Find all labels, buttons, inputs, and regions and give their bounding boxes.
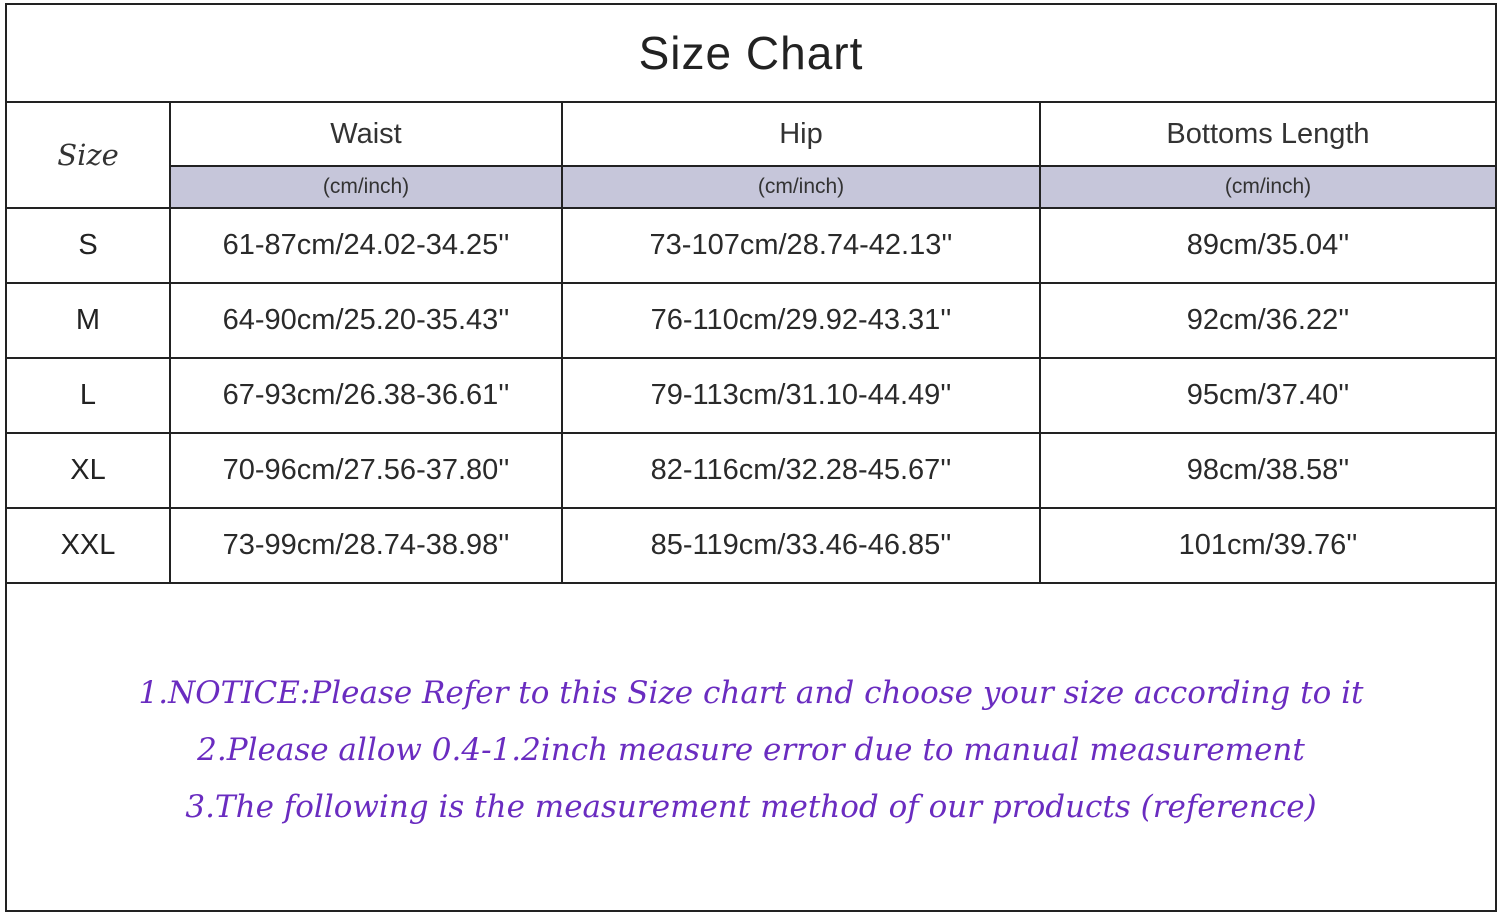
cell-size: XXL <box>7 507 171 584</box>
notes: 1.NOTICE:Please Refer to this Size chart… <box>7 665 1495 836</box>
table-row: XXL 73-99cm/28.74-38.98'' 85-119cm/33.46… <box>7 507 1495 584</box>
cell-length: 92cm/36.22'' <box>1039 282 1495 359</box>
unit-waist: (cm/inch) <box>170 165 563 209</box>
size-table: Size Waist Hip Bottoms Length (cm/inch) … <box>7 101 1495 584</box>
cell-hip: 79-113cm/31.10-44.49'' <box>561 357 1041 434</box>
cell-size: S <box>7 207 171 284</box>
cell-length: 98cm/38.58'' <box>1039 432 1495 509</box>
note-1: 1.NOTICE:Please Refer to this Size chart… <box>138 675 1364 711</box>
unit-hip: (cm/inch) <box>561 165 1041 209</box>
cell-length: 101cm/39.76'' <box>1039 507 1495 584</box>
header-row: Size Waist Hip Bottoms Length <box>7 101 1495 209</box>
table-row: S 61-87cm/24.02-34.25'' 73-107cm/28.74-4… <box>7 207 1495 284</box>
chart-title: Size Chart <box>7 5 1495 103</box>
unit-length: (cm/inch) <box>1039 165 1495 209</box>
table-row: M 64-90cm/25.20-35.43'' 76-110cm/29.92-4… <box>7 282 1495 359</box>
size-chart: Size Chart Size Waist Hip Bottoms Length… <box>5 3 1497 912</box>
cell-size: L <box>7 357 171 434</box>
cell-waist: 61-87cm/24.02-34.25'' <box>169 207 563 284</box>
cell-waist: 70-96cm/27.56-37.80'' <box>169 432 563 509</box>
cell-length: 89cm/35.04'' <box>1039 207 1495 284</box>
table-row: XL 70-96cm/27.56-37.80'' 82-116cm/32.28-… <box>7 432 1495 509</box>
cell-hip: 76-110cm/29.92-43.31'' <box>561 282 1041 359</box>
header-waist: Waist <box>169 101 563 167</box>
cell-hip: 73-107cm/28.74-42.13'' <box>561 207 1041 284</box>
cell-waist: 64-90cm/25.20-35.43'' <box>169 282 563 359</box>
cell-size: XL <box>7 432 171 509</box>
header-hip: Hip <box>561 101 1041 167</box>
cell-length: 95cm/37.40'' <box>1039 357 1495 434</box>
cell-size: M <box>7 282 171 359</box>
header-length: Bottoms Length <box>1039 101 1495 167</box>
header-size: Size <box>7 101 171 209</box>
cell-hip: 82-116cm/32.28-45.67'' <box>561 432 1041 509</box>
cell-waist: 67-93cm/26.38-36.61'' <box>169 357 563 434</box>
cell-hip: 85-119cm/33.46-46.85'' <box>561 507 1041 584</box>
note-2: 2.Please allow 0.4-1.2inch measure error… <box>197 732 1305 768</box>
unit-row: (cm/inch) (cm/inch) (cm/inch) <box>7 165 1495 209</box>
note-3: 3.The following is the measurement metho… <box>185 789 1317 825</box>
cell-waist: 73-99cm/28.74-38.98'' <box>169 507 563 584</box>
table-row: L 67-93cm/26.38-36.61'' 79-113cm/31.10-4… <box>7 357 1495 434</box>
